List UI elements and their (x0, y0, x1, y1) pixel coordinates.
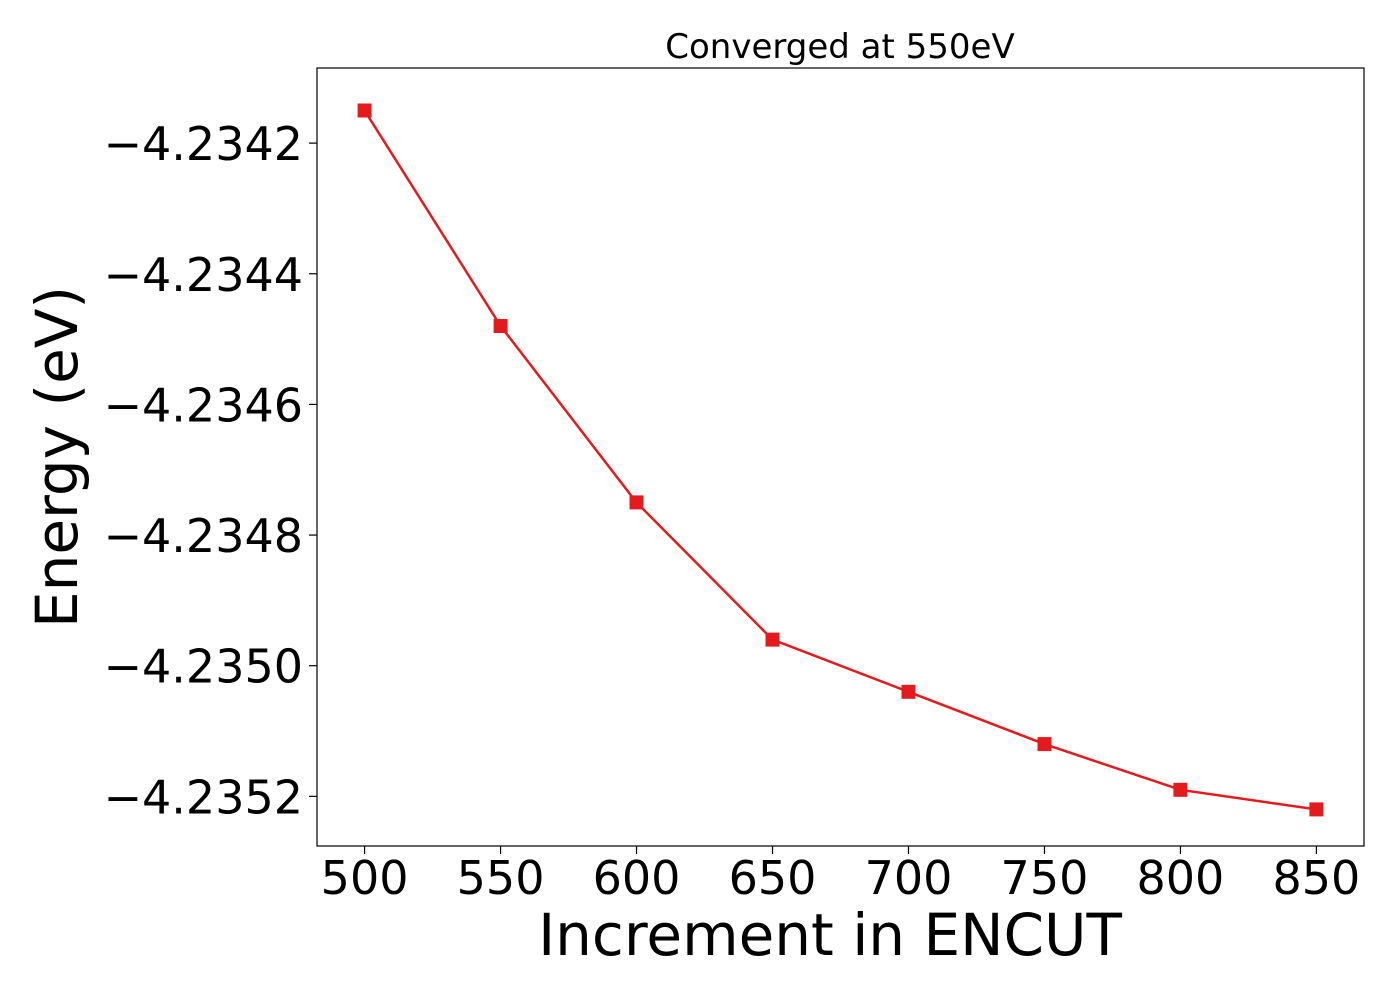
data-point-marker (357, 103, 372, 118)
y-tick-label: −4.2348 (104, 509, 304, 563)
data-point-marker (1037, 737, 1052, 752)
chart-title: Converged at 550eV (665, 27, 1014, 67)
x-tick-label: 650 (729, 851, 817, 905)
data-point-marker (901, 684, 916, 699)
x-axis-label: Increment in ENCUT (538, 901, 1122, 969)
y-tick-label: −4.2346 (104, 378, 304, 432)
x-tick-label: 550 (457, 851, 545, 905)
x-tick-label: 850 (1273, 851, 1361, 905)
y-tick-label: −4.2342 (104, 117, 304, 171)
y-tick-label: −4.2352 (104, 770, 304, 824)
x-tick-label: 800 (1137, 851, 1225, 905)
data-point-marker (629, 495, 644, 510)
x-tick-label: 600 (593, 851, 681, 905)
series-line (363, 109, 1317, 811)
y-axis: −4.2342 −4.2344 −4.2346 −4.2348 −4.2350 −4.23… (104, 117, 317, 824)
plot-frame (316, 67, 1365, 847)
y-axis-label: Energy (eV) (23, 286, 91, 628)
y-tick-label: −4.2344 (104, 248, 304, 302)
data-point-marker (1173, 782, 1188, 797)
data-point-marker (493, 319, 508, 333)
x-tick-label: 500 (321, 851, 409, 905)
x-tick-label: 700 (865, 851, 953, 905)
plot-area (316, 67, 1365, 847)
x-axis: 500 550 600 650 700 750 800 850 (321, 846, 1361, 905)
y-tick-label: −4.2350 (104, 640, 304, 694)
x-tick-label: 750 (1001, 851, 1089, 905)
data-point-marker (765, 632, 780, 647)
data-point-marker (1309, 802, 1324, 817)
